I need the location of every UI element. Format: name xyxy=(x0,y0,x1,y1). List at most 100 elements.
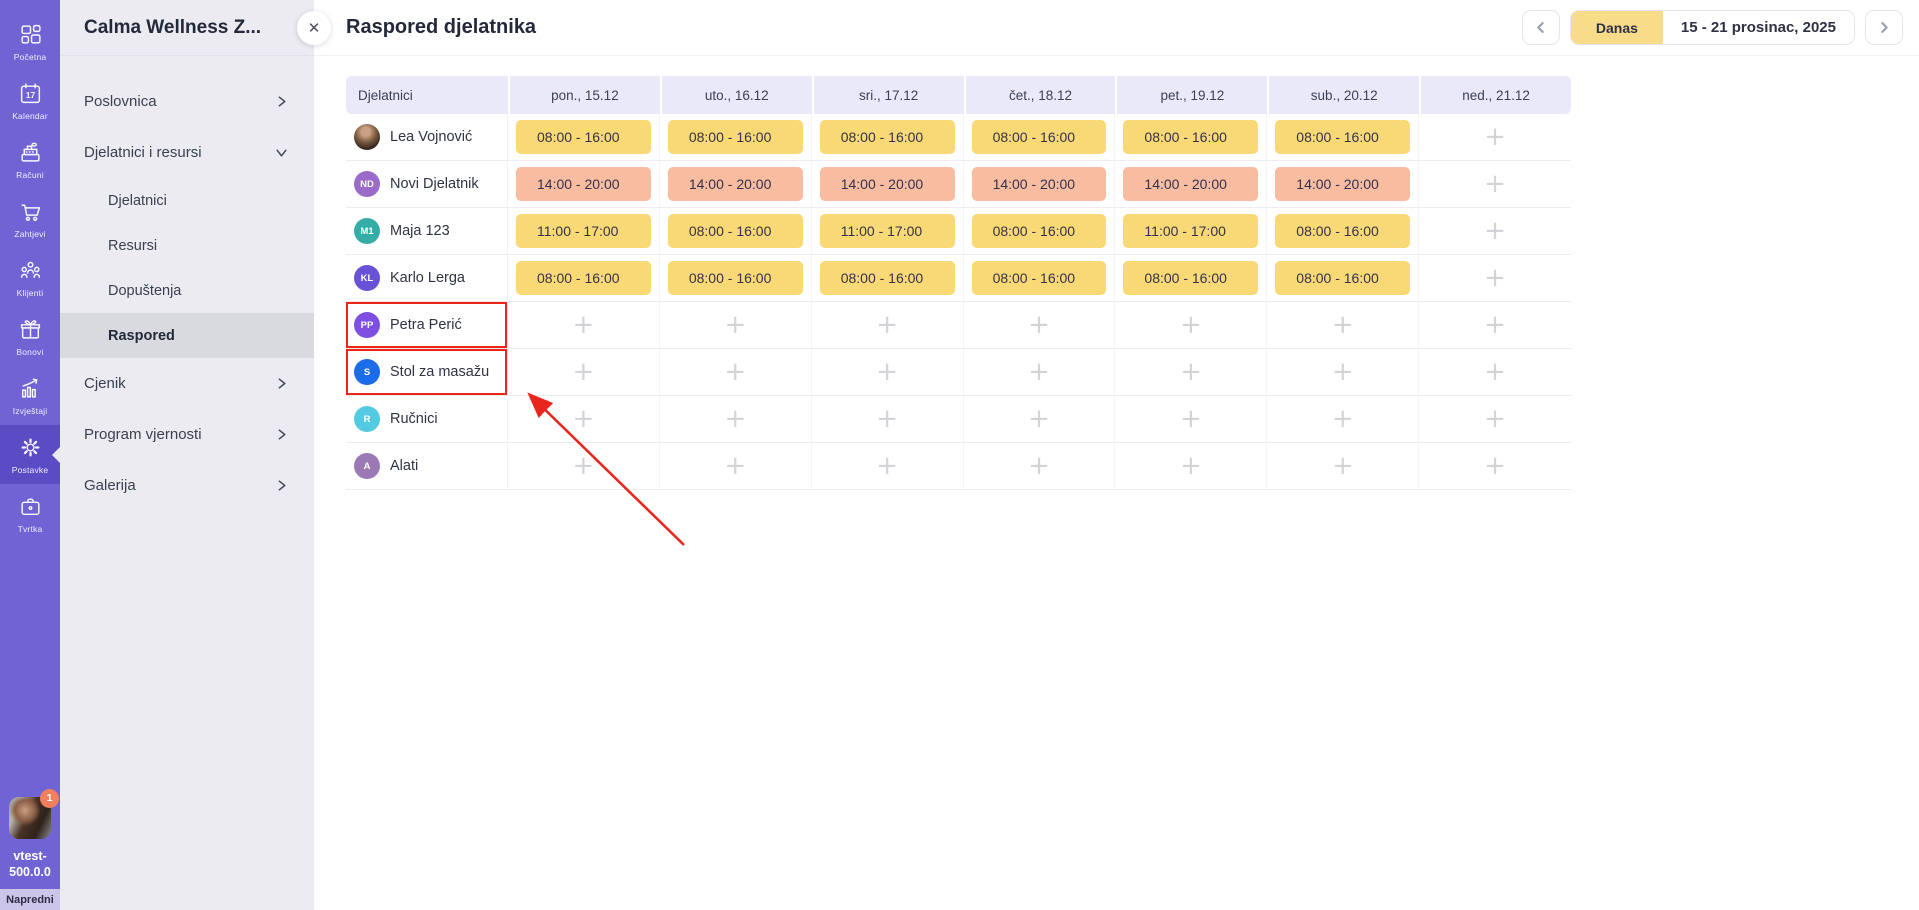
shift-pill[interactable]: 14:00 - 20:00 xyxy=(1123,167,1259,201)
rail-item-izvjestaji[interactable]: Izvještaji xyxy=(0,366,60,425)
shift-pill[interactable]: 08:00 - 16:00 xyxy=(971,120,1107,154)
shift-pill[interactable]: 14:00 - 20:00 xyxy=(971,167,1107,201)
today-button[interactable]: Danas xyxy=(1570,11,1663,44)
shift-pill[interactable]: 14:00 - 20:00 xyxy=(516,167,651,201)
shift-pill[interactable]: 08:00 - 16:00 xyxy=(971,261,1107,295)
add-shift-button[interactable]: + xyxy=(510,398,657,440)
rail-item-zahtjevi[interactable]: Zahtjevi xyxy=(0,189,60,248)
schedule-cell: 08:00 - 16:00 xyxy=(660,255,812,301)
employee-name-cell[interactable]: KL Karlo Lerga xyxy=(346,255,508,301)
shift-pill[interactable]: 08:00 - 16:00 xyxy=(667,261,803,295)
employee-name-cell[interactable]: R Ručnici xyxy=(346,396,508,442)
add-shift-button[interactable]: + xyxy=(1269,398,1416,440)
plus-icon: + xyxy=(1331,357,1354,387)
employee-name-cell[interactable]: Lea Vojnović xyxy=(346,114,508,160)
add-shift-button[interactable]: + xyxy=(1421,445,1569,487)
shift-pill[interactable]: 08:00 - 16:00 xyxy=(1275,120,1411,154)
add-shift-button[interactable]: + xyxy=(1269,351,1416,393)
shift-pill[interactable]: 11:00 - 17:00 xyxy=(516,214,651,248)
chevron-right-icon xyxy=(278,378,286,389)
previous-week-button[interactable] xyxy=(1521,10,1560,45)
schedule-cell: + xyxy=(812,396,964,442)
employee-name-cell[interactable]: ND Novi Djelatnik xyxy=(346,161,508,207)
shift-pill[interactable]: 08:00 - 16:00 xyxy=(971,214,1107,248)
sidebar-subitem-dopu-tenja[interactable]: Dopuštenja xyxy=(60,268,314,313)
sidebar-subitem-resursi[interactable]: Resursi xyxy=(60,223,314,268)
add-shift-button[interactable]: + xyxy=(814,398,961,440)
add-shift-button[interactable]: + xyxy=(510,304,657,346)
user-avatar[interactable]: 1 xyxy=(9,788,59,839)
add-shift-button[interactable]: + xyxy=(814,304,961,346)
schedule-cell: 14:00 - 20:00 xyxy=(508,161,660,207)
employee-name-cell[interactable]: PP Petra Perić xyxy=(346,302,508,348)
add-shift-button[interactable]: + xyxy=(966,445,1113,487)
add-shift-button[interactable]: + xyxy=(1421,210,1569,252)
rail-item-racuni[interactable]: Računi xyxy=(0,130,60,189)
add-shift-button[interactable]: + xyxy=(966,398,1113,440)
chevron-right-icon xyxy=(278,96,286,107)
add-shift-button[interactable]: + xyxy=(814,351,961,393)
schedule-cell: + xyxy=(508,396,660,442)
sidebar-item-cjenik[interactable]: Cjenik xyxy=(60,358,314,409)
shift-pill[interactable]: 08:00 - 16:00 xyxy=(1275,261,1411,295)
sidebar-subitem-djelatnici[interactable]: Djelatnici xyxy=(60,178,314,223)
sidebar-item-djelatnici-i-resursi[interactable]: Djelatnici i resursi xyxy=(60,127,314,178)
shift-pill[interactable]: 08:00 - 16:00 xyxy=(516,261,651,295)
add-shift-button[interactable]: + xyxy=(1421,351,1569,393)
add-shift-button[interactable]: + xyxy=(1421,398,1569,440)
shift-pill[interactable]: 11:00 - 17:00 xyxy=(1123,214,1259,248)
sidebar-subitem-raspored[interactable]: Raspored xyxy=(60,313,314,358)
sidebar-item-program-vjernosti[interactable]: Program vjernosti xyxy=(60,409,314,460)
add-shift-button[interactable]: + xyxy=(1421,304,1569,346)
add-shift-button[interactable]: + xyxy=(1117,351,1264,393)
next-week-button[interactable] xyxy=(1865,10,1903,45)
schedule-cell: 11:00 - 17:00 xyxy=(812,208,964,254)
add-shift-button[interactable]: + xyxy=(1269,304,1416,346)
add-shift-button[interactable]: + xyxy=(966,351,1113,393)
add-shift-button[interactable]: + xyxy=(662,351,809,393)
shift-pill[interactable]: 14:00 - 20:00 xyxy=(819,167,955,201)
add-shift-button[interactable]: + xyxy=(1117,445,1264,487)
sidebar-item-galerija[interactable]: Galerija xyxy=(60,460,314,511)
add-shift-button[interactable]: + xyxy=(1269,445,1416,487)
rail-item-pocetna[interactable]: Početna xyxy=(0,12,60,71)
add-shift-button[interactable]: + xyxy=(662,445,809,487)
notification-badge: 1 xyxy=(40,788,59,808)
shift-pill[interactable]: 08:00 - 16:00 xyxy=(1123,261,1259,295)
shift-pill[interactable]: 08:00 - 16:00 xyxy=(667,214,803,248)
add-shift-button[interactable]: + xyxy=(1421,257,1569,299)
shift-pill[interactable]: 08:00 - 16:00 xyxy=(819,120,955,154)
main-content: Raspored djelatnika Danas 15 - 21 prosin… xyxy=(314,0,1919,910)
rail-item-kalendar[interactable]: 17 Kalendar xyxy=(0,71,60,130)
employee-initials-avatar: R xyxy=(354,406,380,432)
add-shift-button[interactable]: + xyxy=(814,445,961,487)
close-sidebar-button[interactable]: ✕ xyxy=(297,11,331,45)
add-shift-button[interactable]: + xyxy=(1421,116,1569,158)
add-shift-button[interactable]: + xyxy=(662,398,809,440)
rail-item-bonovi[interactable]: Bonovi xyxy=(0,307,60,366)
shift-pill[interactable]: 08:00 - 16:00 xyxy=(1275,214,1411,248)
rail-item-tvrtka[interactable]: Tvrtka xyxy=(0,484,60,543)
shift-pill[interactable]: 14:00 - 20:00 xyxy=(667,167,803,201)
add-shift-button[interactable]: + xyxy=(510,445,657,487)
shift-pill[interactable]: 08:00 - 16:00 xyxy=(1123,120,1259,154)
add-shift-button[interactable]: + xyxy=(510,351,657,393)
employee-name-cell[interactable]: M1 Maja 123 xyxy=(346,208,508,254)
schedule-cell: 14:00 - 20:00 xyxy=(812,161,964,207)
rail-item-klijenti[interactable]: Klijenti xyxy=(0,248,60,307)
shift-pill[interactable]: 11:00 - 17:00 xyxy=(819,214,955,248)
sidebar-item-poslovnica[interactable]: Poslovnica xyxy=(60,76,314,127)
add-shift-button[interactable]: + xyxy=(662,304,809,346)
add-shift-button[interactable]: + xyxy=(1117,398,1264,440)
shift-pill[interactable]: 08:00 - 16:00 xyxy=(667,120,803,154)
shift-pill[interactable]: 14:00 - 20:00 xyxy=(1275,167,1411,201)
employee-name-cell[interactable]: A Alati xyxy=(346,443,508,489)
add-shift-button[interactable]: + xyxy=(1117,304,1264,346)
rail-item-postavke[interactable]: Postavke xyxy=(0,425,60,484)
add-shift-button[interactable]: + xyxy=(1421,163,1569,205)
shift-pill[interactable]: 08:00 - 16:00 xyxy=(819,261,955,295)
cart-icon xyxy=(20,204,40,221)
employee-name-cell[interactable]: S Stol za masažu xyxy=(346,349,508,395)
add-shift-button[interactable]: + xyxy=(966,304,1113,346)
shift-pill[interactable]: 08:00 - 16:00 xyxy=(516,120,651,154)
